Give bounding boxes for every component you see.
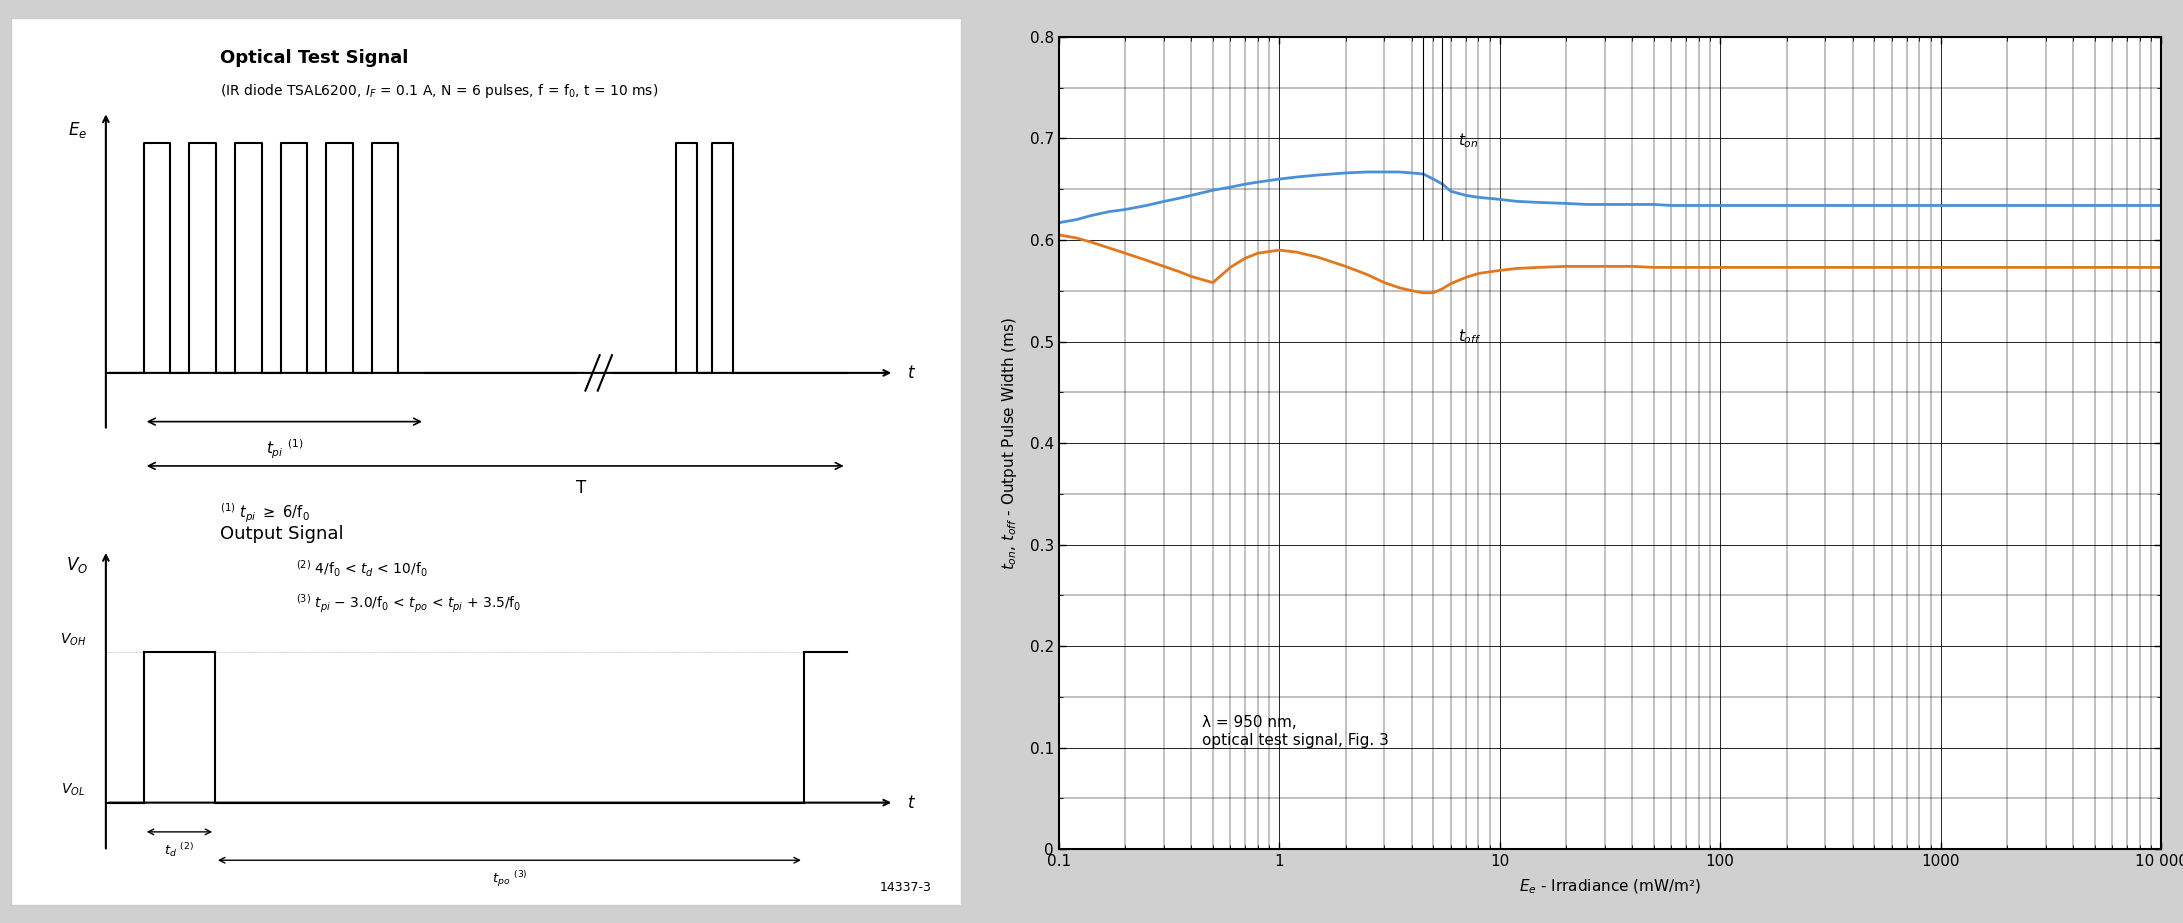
Text: $t_{off}$: $t_{off}$ [1458,328,1482,346]
Text: $V_O$: $V_O$ [65,555,90,574]
Text: $t_d$ $^{(2)}$: $t_d$ $^{(2)}$ [164,841,194,858]
Text: $^{(1)}$ $t_{pi}$ $\geq$ 6/f$_0$: $^{(1)}$ $t_{pi}$ $\geq$ 6/f$_0$ [220,501,310,524]
Text: T: T [576,479,585,497]
X-axis label: $E_e$ - Irradiance (mW/m²): $E_e$ - Irradiance (mW/m²) [1519,878,1701,895]
Text: (IR diode TSAL6200, $I_F$ = 0.1 A, N = 6 pulses, f = f$_0$, t = 10 ms): (IR diode TSAL6200, $I_F$ = 0.1 A, N = 6… [220,82,659,101]
Text: $t_{po}$ $^{(3)}$: $t_{po}$ $^{(3)}$ [491,869,528,889]
Text: 14337-3: 14337-3 [880,881,932,893]
Text: t: t [908,794,915,811]
Text: $V_{OL}$: $V_{OL}$ [61,782,85,798]
Text: λ = 950 nm,
optical test signal, Fig. 3: λ = 950 nm, optical test signal, Fig. 3 [1203,715,1388,748]
Text: t: t [908,364,915,382]
Y-axis label: $t_{on}$, $t_{off}$ - Output Pulse Width (ms): $t_{on}$, $t_{off}$ - Output Pulse Width… [1000,317,1019,569]
Text: $t_{pi}$ $^{(1)}$: $t_{pi}$ $^{(1)}$ [266,438,303,461]
Text: $t_{on}$: $t_{on}$ [1458,132,1480,150]
Text: $V_{OH}$: $V_{OH}$ [59,631,85,648]
Text: $E_e$: $E_e$ [68,120,87,140]
Text: $^{(3)}$ $t_{pi}$ $-$ 3.0/f$_0$ < $t_{po}$ < $t_{pi}$ + 3.5/f$_0$: $^{(3)}$ $t_{pi}$ $-$ 3.0/f$_0$ < $t_{po… [297,593,522,615]
Text: Output Signal: Output Signal [220,525,343,544]
Text: $^{(2)}$ 4/f$_0$ < $t_d$ < 10/f$_0$: $^{(2)}$ 4/f$_0$ < $t_d$ < 10/f$_0$ [297,559,428,580]
Text: Optical Test Signal: Optical Test Signal [220,50,408,67]
